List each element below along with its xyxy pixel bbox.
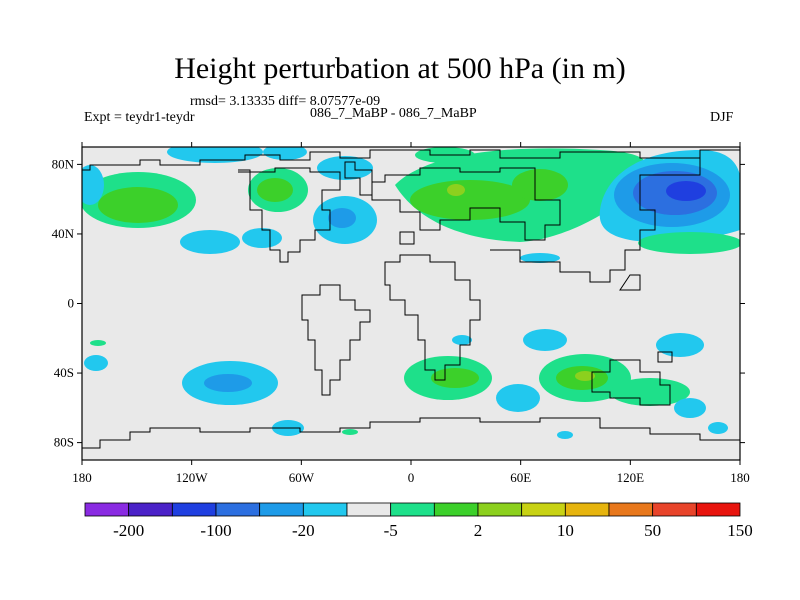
colorbar-label: -200 — [113, 521, 144, 540]
colorbar-swatch — [215, 502, 261, 517]
longitude-tick-label: 0 — [408, 470, 415, 485]
negative-anomaly — [557, 431, 573, 439]
negative-anomaly — [204, 374, 252, 392]
colorbar-swatch — [390, 502, 435, 517]
negative-anomaly — [167, 147, 263, 163]
colorbar-swatch — [171, 502, 217, 517]
negative-anomaly — [496, 384, 540, 412]
season-label: DJF — [710, 110, 734, 125]
colorbar-label: -5 — [384, 521, 398, 540]
longitude-tick-label: 180 — [72, 470, 92, 485]
perturbation-field — [82, 147, 740, 439]
colorbar-swatch — [302, 502, 348, 517]
colorbar-swatch — [695, 502, 741, 517]
greenland-coastline — [344, 161, 373, 196]
colorbar-swatch — [477, 502, 523, 517]
positive-anomaly — [638, 232, 740, 254]
arctic-coastline — [82, 149, 740, 171]
negative-anomaly — [656, 333, 704, 357]
longitude-tick-label: 120W — [176, 470, 209, 485]
island-coastline — [619, 274, 641, 291]
negative-anomaly — [708, 422, 728, 434]
negative-anomaly — [452, 335, 472, 345]
coastlines — [82, 149, 740, 449]
case-label: 086_7_MaBP - 086_7_MaBP — [310, 106, 477, 121]
stats-line: rmsd= 3.13335 diff= 8.07577e-09 — [190, 94, 381, 109]
colorbar-label: 10 — [557, 521, 574, 540]
latitude-tick-label: 80S — [54, 435, 74, 450]
colorbar-label: 150 — [727, 521, 753, 540]
negative-anomaly — [520, 253, 560, 263]
colorbar-swatch — [652, 502, 697, 517]
negative-anomaly-core — [666, 181, 706, 201]
positive-anomaly — [257, 178, 293, 202]
colorbar-swatch — [433, 502, 479, 517]
colorbar: -200 -100 -20 -5 2 10 50 150 — [84, 502, 753, 540]
australia-coastline — [591, 359, 671, 406]
longitude-tick-label: 60W — [289, 470, 315, 485]
colorbar-swatch — [564, 502, 610, 517]
map-plot-area: 80N 40N 0 40S 80S 180 120W 60W 0 60E 120E 180 — [52, 142, 750, 485]
colorbar-label: -20 — [292, 521, 315, 540]
longitude-tick-label: 60E — [510, 470, 531, 485]
colorbar-label: 2 — [474, 521, 483, 540]
antarctica-coastline — [82, 417, 740, 449]
positive-anomaly — [342, 429, 358, 435]
negative-anomaly — [674, 398, 706, 418]
colorbar-label: 50 — [644, 521, 661, 540]
positive-anomaly — [512, 169, 568, 201]
colorbar-swatch — [521, 502, 566, 517]
negative-anomaly — [84, 355, 108, 371]
colorbar-swatch — [346, 502, 392, 517]
africa-coastline — [384, 254, 481, 381]
latitude-tick-label: 80N — [52, 156, 75, 171]
positive-anomaly-peak — [447, 184, 465, 196]
colorbar-swatch — [259, 502, 304, 517]
negative-anomaly — [242, 228, 282, 248]
colorbar-swatch — [608, 502, 654, 517]
south-america-coastline — [301, 284, 371, 396]
positive-anomaly — [98, 187, 178, 223]
latitude-tick-label: 40S — [54, 365, 74, 380]
negative-anomaly — [263, 147, 307, 160]
latitude-tick-label: 40N — [52, 226, 75, 241]
positive-anomaly — [90, 340, 106, 346]
island-coastline — [657, 351, 673, 363]
map-title: Height perturbation at 500 hPa (in m) — [174, 52, 626, 85]
latitude-tick-label: 0 — [68, 296, 75, 311]
colorbar-swatch — [128, 502, 173, 517]
experiment-label: Expt = teydr1-teydr — [84, 110, 195, 125]
colorbar-swatch — [84, 502, 130, 517]
longitude-tick-label: 180 — [730, 470, 750, 485]
colorbar-label: -100 — [200, 521, 231, 540]
asia-coastline — [490, 158, 701, 283]
positive-anomaly — [431, 368, 479, 388]
latitude-axis: 80N 40N 0 40S 80S — [52, 156, 745, 450]
negative-anomaly — [82, 165, 104, 205]
eurasia-coastline — [371, 167, 561, 241]
positive-anomaly-peak — [575, 371, 595, 381]
negative-anomaly — [180, 230, 240, 254]
longitude-tick-label: 120E — [617, 470, 645, 485]
negative-anomaly — [523, 329, 567, 351]
negative-anomaly — [328, 208, 356, 228]
longitude-axis: 180 120W 60W 0 60E 120E 180 — [72, 142, 750, 485]
north-america-coastline — [238, 167, 341, 263]
lake-coastline — [399, 231, 415, 245]
